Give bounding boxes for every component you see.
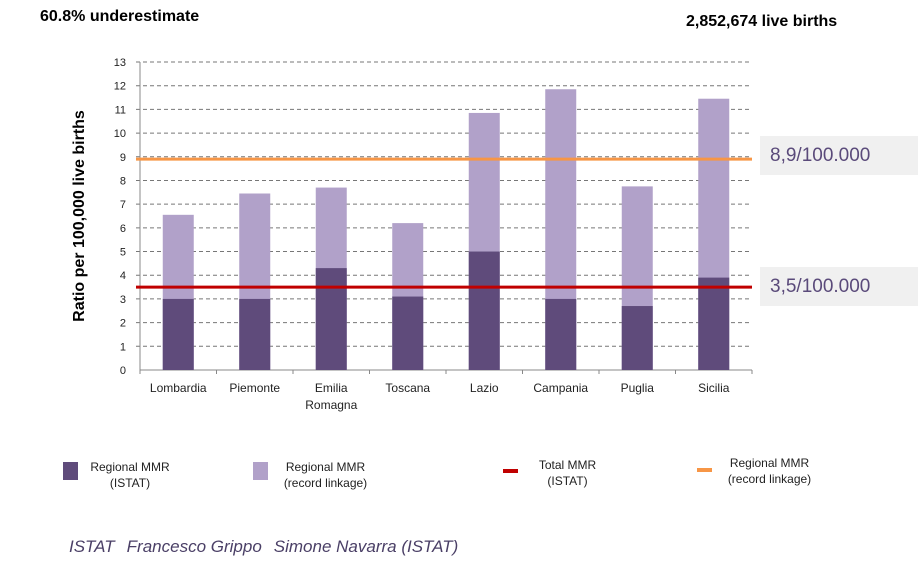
legend-label: Regional MMR <box>90 460 170 474</box>
footer-credits: ISTAT Francesco Grippo Simone Navarra (IST… <box>69 537 470 557</box>
bar-istat-2 <box>315 268 347 370</box>
y-tick-label: 4 <box>120 270 126 282</box>
y-tick-label: 5 <box>120 247 126 259</box>
y-tick-label: 11 <box>115 104 126 116</box>
legend-label: Total MMR <box>538 458 597 472</box>
bar-istat-5 <box>545 298 577 370</box>
bar-istat-1 <box>239 298 271 370</box>
orange-line-label: 8,9/100.000 <box>760 136 918 175</box>
y-tick-label: 9 <box>120 152 126 164</box>
bar-istat-7 <box>698 277 730 370</box>
y-tick-label: 3 <box>120 294 126 306</box>
y-axis-title: Ratio per 100,000 live births <box>71 110 88 322</box>
y-tick-label: 2 <box>120 318 126 330</box>
legend-label: (record linkage) <box>283 476 368 490</box>
bar-istat-3 <box>392 296 424 370</box>
x-tick-label: Lombardia <box>150 381 207 395</box>
legend-item-total-mmr: Total MMR (ISTAT) <box>520 457 615 489</box>
x-tick-label: Lazio <box>470 381 499 395</box>
y-tick-label: 1 <box>120 341 126 353</box>
y-tick-label: 10 <box>114 128 126 140</box>
legend-swatch-record-linkage-line <box>697 468 712 472</box>
legend-label: (ISTAT) <box>547 474 588 488</box>
y-tick-label: 0 <box>120 365 126 377</box>
x-tick-label: Romagna <box>305 398 357 412</box>
red-line-label: 3,5/100.000 <box>760 267 918 306</box>
legend-swatch-record-linkage <box>253 462 268 480</box>
x-tick-label: Toscana <box>385 381 430 395</box>
bar-istat-4 <box>468 251 500 370</box>
legend-swatch-istat <box>63 462 78 480</box>
legend-label: Regional MMR <box>285 460 366 474</box>
legend-label: (record linkage) <box>727 472 812 486</box>
y-tick-label: 8 <box>120 175 126 187</box>
x-tick-label: Puglia <box>621 381 655 395</box>
legend-item-record-linkage-line: Regional MMR (record linkage) <box>712 455 827 487</box>
legend-item-record-linkage: Regional MMR (record linkage) <box>268 459 383 491</box>
footer-author: Simone Navarra (ISTAT) <box>273 537 459 556</box>
legend-label: (ISTAT) <box>109 476 151 490</box>
live-births-note: 2,852,674 live births <box>686 13 838 30</box>
x-tick-label: Sicilia <box>698 381 730 395</box>
y-tick-label: 7 <box>120 199 126 211</box>
underestimate-note: 60.8% underestimate <box>40 8 200 25</box>
y-tick-label: 12 <box>114 81 126 93</box>
y-tick-label: 13 <box>114 57 126 69</box>
footer-org: ISTAT <box>69 537 115 556</box>
legend-label: Regional MMR <box>729 456 810 470</box>
legend-swatch-total-mmr <box>503 469 518 473</box>
footer-author: Francesco Grippo <box>126 537 262 556</box>
bar-istat-6 <box>621 306 653 370</box>
x-tick-label: Campania <box>533 381 588 395</box>
y-tick-label: 6 <box>120 223 126 235</box>
bar-istat-0 <box>162 298 194 370</box>
x-tick-label: Piemonte <box>229 381 280 395</box>
legend-item-istat: Regional MMR (ISTAT) <box>80 459 180 491</box>
x-tick-label: Emilia <box>315 381 348 395</box>
